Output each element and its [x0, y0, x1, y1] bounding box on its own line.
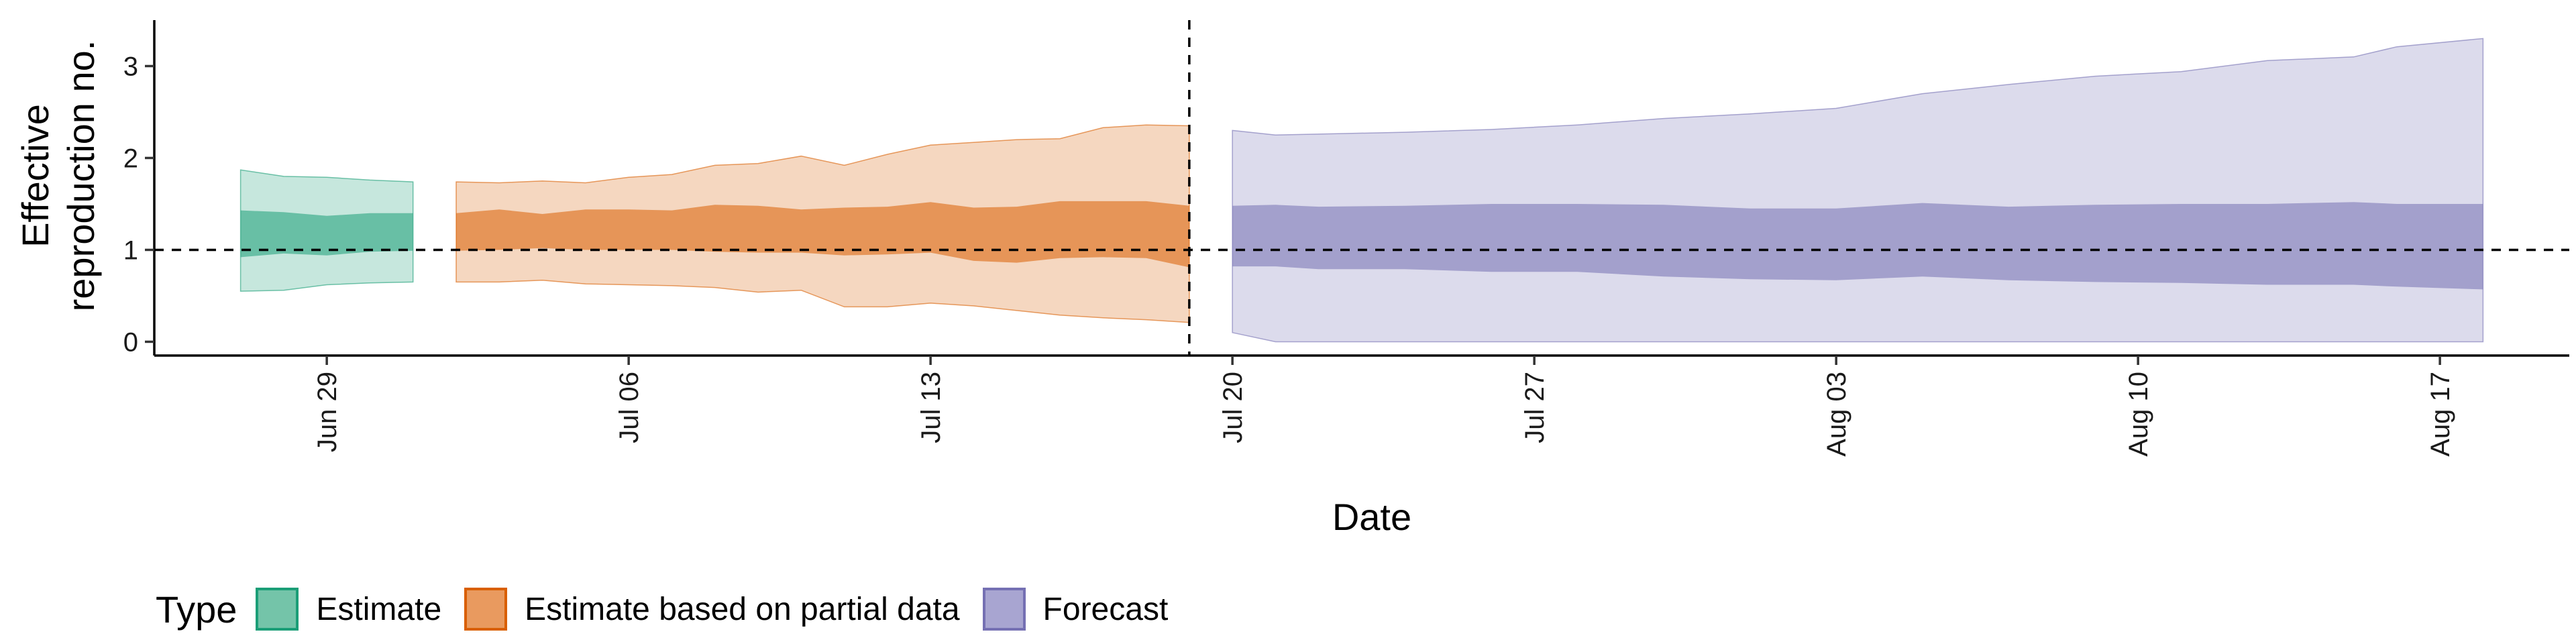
legend-label-partial: Estimate based on partial data — [525, 591, 960, 627]
bands-layer — [239, 38, 2484, 343]
y-axis-title-line-1: Effective — [14, 104, 56, 248]
y-tick-label-2: 2 — [123, 144, 138, 173]
band-90-forecast — [1232, 38, 2484, 343]
x-tick-label-jul-06: Jul 06 — [614, 372, 644, 443]
legend-swatch-forecast — [982, 588, 1026, 631]
legend-item-partial: Estimate based on partial data — [464, 588, 960, 631]
band-50-forecast — [1232, 202, 2483, 290]
legend-swatch-partial — [464, 588, 508, 631]
x-tick-label-jul-27: Jul 27 — [1520, 372, 1550, 443]
y-axis-title-line-2: reproduction no. — [60, 40, 102, 312]
legend-label-forecast: Forecast — [1042, 591, 1169, 627]
y-tick-label-1: 1 — [123, 235, 138, 265]
x-tick-label-jul-13: Jul 13 — [916, 372, 946, 443]
band-50-estimate — [240, 210, 413, 258]
legend-item-forecast: Forecast — [982, 588, 1169, 631]
legend: Type Estimate Estimate based on partial … — [156, 576, 1191, 643]
x-axis-title: Date — [1332, 496, 1411, 538]
legend-item-estimate: Estimate — [256, 588, 441, 631]
x-tick-label-jun-29: Jun 29 — [313, 372, 342, 452]
x-tick-label-aug-17: Aug 17 — [2426, 372, 2455, 457]
x-tick-label-aug-10: Aug 10 — [2124, 372, 2153, 457]
band-50-estimate-based-on-partial-data — [456, 201, 1189, 268]
legend-title: Type — [156, 588, 237, 631]
chart: 0 1 2 3 Jun 29 Jul 06 Jul 13 Jul 20 Jul 27 Aug 03… — [14, 20, 2569, 538]
legend-label-estimate: Estimate — [316, 591, 442, 627]
y-tick-label-3: 3 — [123, 52, 138, 81]
axes: 0 1 2 3 Jun 29 Jul 06 Jul 13 Jul 20 Jul 27 Aug 03… — [123, 20, 2569, 457]
legend-swatch-estimate — [256, 588, 299, 631]
y-tick-label-0: 0 — [123, 327, 138, 357]
reference-lines — [154, 20, 2569, 356]
y-axis-title: Effective reproduction no. — [14, 40, 102, 312]
x-tick-label-aug-03: Aug 03 — [1822, 372, 1851, 457]
x-tick-label-jul-20: Jul 20 — [1218, 372, 1248, 443]
